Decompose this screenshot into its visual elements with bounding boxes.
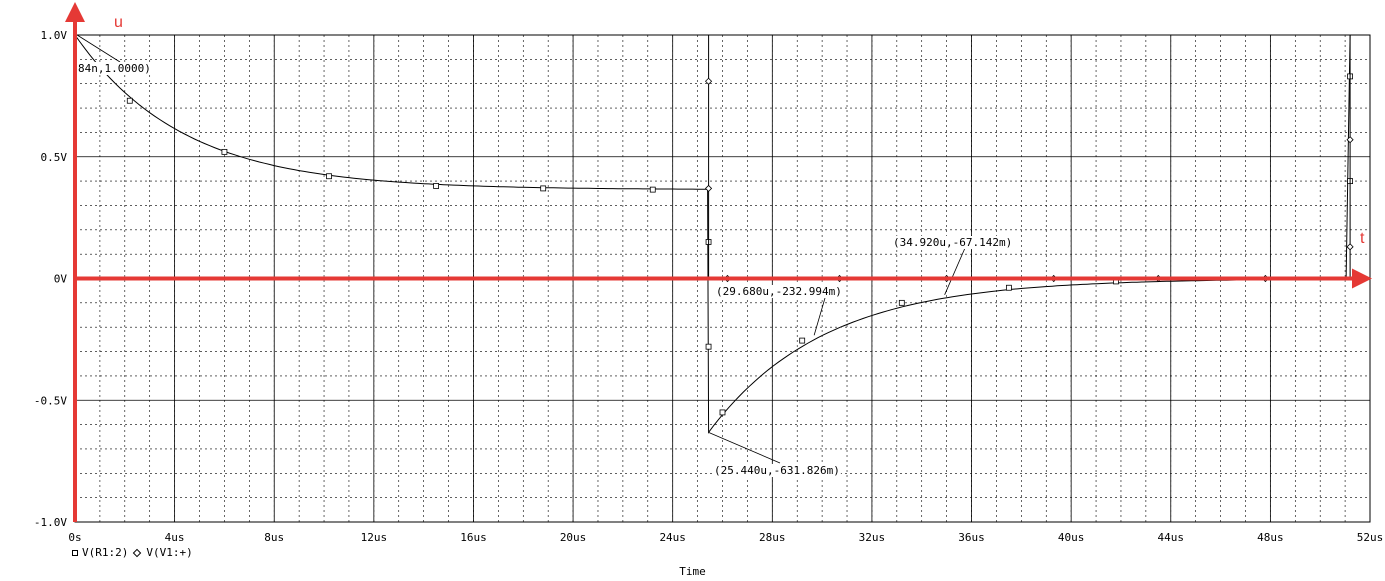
annotation-leader [76,34,121,63]
legend: V(R1:2) V(V1:+) [72,546,193,559]
series-point-v-r1-2 [540,185,547,192]
y-tick-label: -0.5V [34,394,67,407]
x-tick-label: 4us [165,531,185,544]
series-point-v-r1-2 [719,409,726,416]
x-tick-label: 44us [1158,531,1185,544]
series-point-v-r1-2 [649,186,656,193]
legend-item-series-1: V(V1:+) [132,546,193,559]
red-x-axis-label: t [1360,230,1365,247]
series-line-v-r1-2 [74,34,1351,434]
annotation-label: (34.920u,-67.142m) [893,236,1012,249]
series-point-v-r1-2 [705,343,712,350]
x-tick-label: 12us [361,531,388,544]
series-point-v-v1 [1346,136,1354,144]
series-point-v-v1 [1346,243,1354,251]
annotation-label: 84n,1.0000) [78,62,151,75]
square-marker-icon [72,549,78,556]
annotation-bg [892,236,1014,249]
x-tick-label: 40us [1058,531,1085,544]
red-y-axis-label: u [114,14,123,31]
y-tick-label: 1.0V [41,29,68,42]
annotation-label: (29.680u,-232.994m) [716,285,842,298]
x-axis-title: Time [679,565,706,578]
annotation-bg [715,285,843,298]
series-point-v-r1-2 [799,337,806,344]
red-axes-overlay: ut [65,2,1372,522]
legend-label-series-0: V(R1:2) [82,546,129,559]
x-tick-label: 20us [560,531,587,544]
chart-tick-labels: 0s 4us 8us 12us 16us 20us 24us 28us 32us 36us 40us… [34,29,1383,544]
red-x-arrow-icon [1352,268,1372,289]
series-point-v-r1-2 [126,97,133,104]
series-point-v-r1-2 [221,148,228,155]
annotation-leader [944,247,966,295]
legend-label-series-1: V(V1:+) [146,546,193,559]
legend-item-series-0: V(R1:2) [72,546,128,559]
y-tick-label: -1.0V [34,516,67,529]
annotation-bg [77,62,152,75]
x-tick-label: 48us [1257,531,1284,544]
series-point-v-r1-2 [898,299,905,306]
x-tick-label: 28us [759,531,786,544]
diamond-marker-icon [133,548,142,557]
chart-annotations: 84n,1.0000) (34.920u,-67.142m) (29.680u,-2… [76,34,1014,477]
x-tick-label: 52us [1357,531,1384,544]
x-tick-label: 8us [264,531,284,544]
y-tick-label: 0V [54,273,68,286]
x-tick-label: 24us [659,531,686,544]
series-point-v-v1 [704,77,713,85]
series-point-v-r1-2 [433,183,440,189]
series-point-v-v1 [704,184,713,192]
series-point-v-r1-2 [1005,284,1012,291]
red-y-arrow-icon [65,2,85,22]
chart-series [74,34,1354,434]
annotation-leader [708,432,781,464]
x-tick-label: 0s [68,531,81,544]
annotation-bg [713,464,841,477]
x-tick-label: 36us [958,531,985,544]
y-tick-label: 0.5V [41,151,68,164]
x-tick-label: 32us [859,531,886,544]
series-point-v-r1-2 [326,173,332,180]
x-tick-label: 16us [460,531,487,544]
annotation-label: (25.440u,-631.826m) [714,464,840,477]
annotation-leader [813,297,826,336]
